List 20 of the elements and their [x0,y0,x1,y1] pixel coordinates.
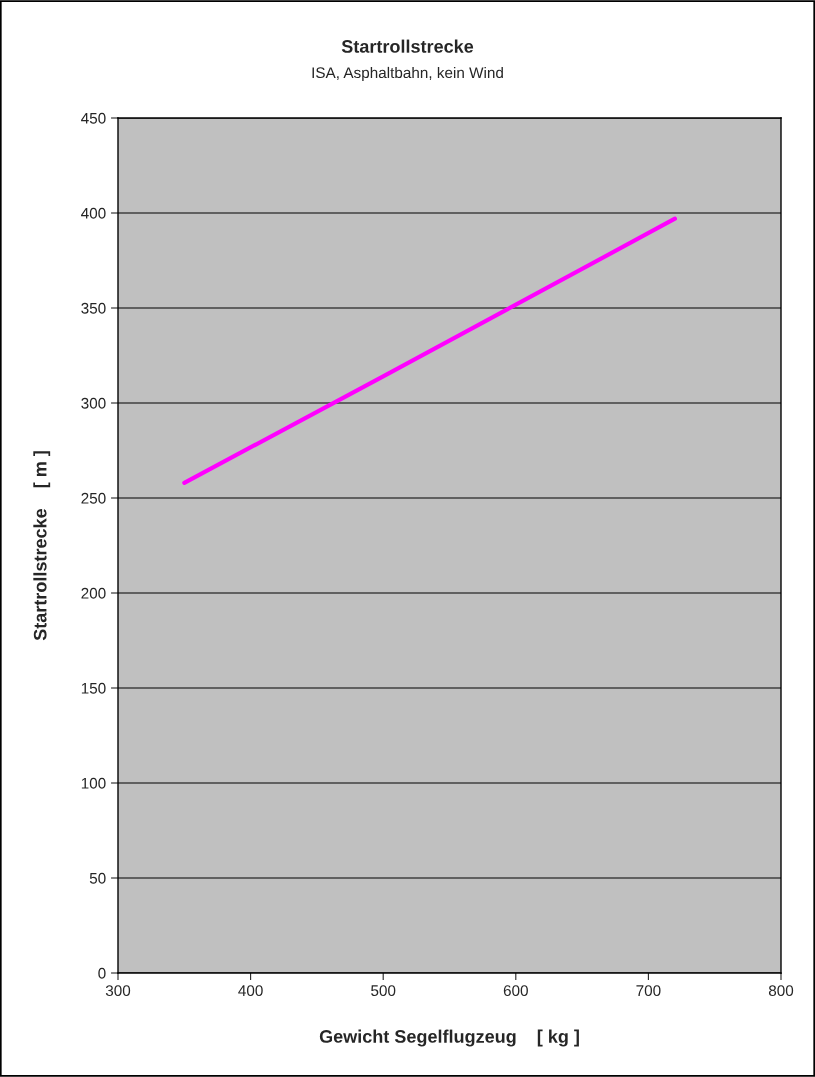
x-tick-label: 500 [371,985,396,997]
y-tick-label: 150 [81,682,106,694]
y-tick-label: 400 [81,207,106,219]
y-tick-label: 200 [81,587,106,599]
x-axis-title: Gewicht Segelflugzeug [ kg ] [319,1029,579,1047]
y-tick-label: 250 [81,492,106,504]
y-tick-label: 100 [81,777,106,789]
y-tick-label: 0 [98,967,106,979]
y-tick-label: 300 [81,397,106,409]
chart-title: Startrollstrecke [341,39,474,53]
x-tick-label: 400 [238,985,263,997]
y-tick-label: 450 [81,112,106,124]
x-tick-label: 700 [636,985,661,997]
y-tick-label: 350 [81,302,106,314]
chart-subtitle: ISA, Asphaltbahn, kein Wind [312,66,503,82]
y-tick-label: 50 [89,872,106,884]
x-tick-label: 600 [503,985,528,997]
x-tick-label: 300 [105,985,131,997]
x-tick-label: 800 [768,985,794,997]
y-axis-title: Startrollstrecke [ m ] [33,451,51,641]
